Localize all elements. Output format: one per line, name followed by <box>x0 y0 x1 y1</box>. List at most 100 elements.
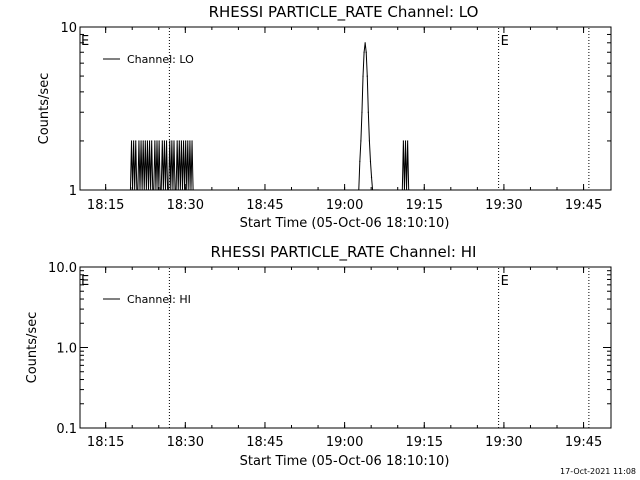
plot-frame <box>79 266 612 429</box>
x-tick-label: 19:15 <box>406 435 443 450</box>
data-point <box>375 189 377 190</box>
data-point <box>148 140 151 142</box>
chart-panel-2: RHESSI PARTICLE_RATE Channel: HI 18:15 18:… <box>25 243 612 469</box>
data-point <box>138 140 140 142</box>
data-point <box>364 42 366 44</box>
data-point <box>161 140 163 142</box>
data-point <box>188 189 190 190</box>
data-point <box>150 189 152 190</box>
data-point <box>167 189 169 190</box>
data-point <box>144 140 146 142</box>
data-point <box>175 189 177 190</box>
data-point <box>404 140 407 142</box>
data-point <box>129 189 132 190</box>
data-point <box>168 189 170 190</box>
y-tick-label: 0.1 <box>56 422 77 437</box>
data-point <box>182 140 185 142</box>
data-point <box>142 140 144 142</box>
data-point <box>366 75 368 77</box>
data-point <box>405 189 408 190</box>
data-point <box>363 51 365 53</box>
legend-label: Channel: HI <box>127 293 191 306</box>
event-line-label: E <box>501 274 509 289</box>
x-tick-label: 19:15 <box>406 198 443 213</box>
data-point <box>362 75 364 77</box>
x-tick-label: 18:15 <box>87 198 124 213</box>
data-point <box>159 189 161 190</box>
data-point <box>160 189 162 190</box>
data-point <box>185 140 187 142</box>
data-point <box>169 140 171 142</box>
data-point <box>154 140 156 142</box>
chart-title: RHESSI PARTICLE_RATE Channel: LO <box>209 3 479 22</box>
data-point <box>365 51 367 53</box>
data-point <box>130 140 133 142</box>
y-axis-label: Counts/sec <box>37 73 52 145</box>
data-point <box>164 189 167 190</box>
data-point <box>370 176 373 178</box>
data-point <box>378 189 380 190</box>
data-point <box>180 140 183 142</box>
data-point <box>359 160 361 162</box>
data-point <box>152 189 154 190</box>
legend-label: Channel: LO <box>127 53 194 66</box>
x-tick-label: 19:00 <box>326 198 363 213</box>
data-point <box>163 140 166 142</box>
data-point <box>155 189 157 190</box>
data-point <box>173 140 175 142</box>
data-point <box>174 189 176 190</box>
x-tick-label: 18:30 <box>167 198 204 213</box>
data-point <box>141 189 143 190</box>
data-point <box>369 160 372 162</box>
chart-title: RHESSI PARTICLE_RATE Channel: HI <box>211 243 477 262</box>
data-point <box>187 140 189 142</box>
data-point <box>165 140 168 142</box>
data-point <box>374 189 376 190</box>
chart-panel-1: RHESSI PARTICLE_RATE Channel: LO 18:15 18:… <box>37 3 612 231</box>
data-point <box>135 140 137 142</box>
data-point <box>401 189 403 190</box>
data-point <box>134 189 136 190</box>
x-tick-label: 19:00 <box>326 435 363 450</box>
data-point <box>131 189 134 190</box>
x-tick-label: 19:30 <box>485 435 522 450</box>
data-point <box>153 189 155 190</box>
data-point <box>146 140 149 142</box>
x-tick-label: 19:45 <box>565 435 602 450</box>
footer-timestamp: 17-Oct-2021 11:08 <box>560 467 636 476</box>
data-point <box>377 189 379 190</box>
data-point <box>192 189 194 190</box>
data-point <box>408 189 410 190</box>
data-point <box>136 189 138 190</box>
x-tick-label: 18:45 <box>246 198 283 213</box>
data-point <box>157 189 159 190</box>
data-point <box>373 189 375 190</box>
x-axis-label: Start Time (05-Oct-06 18:10:10) <box>240 216 450 231</box>
data-point <box>361 111 363 113</box>
corner-label: E <box>81 274 89 289</box>
data-point <box>171 140 173 142</box>
data-point <box>137 189 139 190</box>
x-tick-label: 18:45 <box>246 435 283 450</box>
y-tick-label: 1.0 <box>56 342 77 357</box>
data-point <box>189 140 191 142</box>
data-point <box>140 140 142 142</box>
x-tick-label: 18:30 <box>167 435 204 450</box>
x-axis-label: Start Time (05-Oct-06 18:10:10) <box>240 454 450 469</box>
event-line-label: E <box>501 34 509 49</box>
data-point <box>186 189 188 190</box>
data-point <box>367 111 369 113</box>
data-point <box>158 140 160 142</box>
x-tick-label: 19:45 <box>565 198 602 213</box>
data-point <box>176 140 178 142</box>
data-point <box>156 140 158 142</box>
data-point <box>190 189 192 190</box>
data-point <box>360 140 362 142</box>
data-point <box>147 189 150 190</box>
data-point <box>178 140 180 142</box>
corner-label: E <box>81 34 89 49</box>
y-tick-label: 10 <box>60 21 77 36</box>
y-tick-label: 10.0 <box>48 261 77 276</box>
data-point <box>403 189 406 190</box>
